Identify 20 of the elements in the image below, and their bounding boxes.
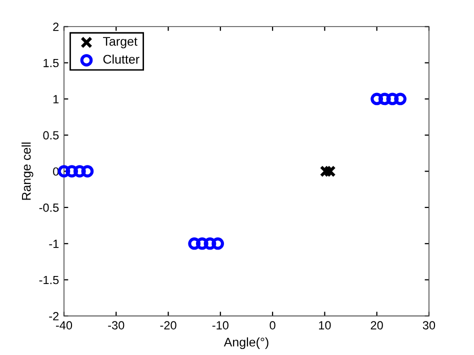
y-tick-label: -2 [49, 312, 59, 320]
legend-label: Target [103, 37, 138, 48]
y-tick-label: -0.5 [39, 203, 59, 212]
y-tick-label: 2 [53, 22, 59, 31]
x-tick-label: -20 [160, 321, 176, 330]
y-tick-label: 1 [53, 95, 59, 104]
y-tick-label: 1.5 [44, 58, 59, 68]
x-tick-label: -10 [212, 321, 228, 330]
y-axis-title: Range cell [22, 142, 34, 200]
x-tick-label: 10 [319, 321, 331, 330]
x-tick-label: 30 [422, 321, 436, 330]
x-axis-title: Angle(°) [224, 337, 268, 350]
legend-label: Clutter [103, 54, 140, 64]
x-tick-label: 0 [270, 321, 276, 330]
y-tick-label: -1 [49, 240, 59, 248]
y-tick-label: 0.5 [43, 131, 59, 140]
y-tick-label: -1.5 [39, 276, 59, 284]
x-tick-label: -40 [56, 321, 72, 330]
x-tick-label: 20 [370, 321, 383, 330]
x-tick-label: -30 [108, 321, 124, 330]
